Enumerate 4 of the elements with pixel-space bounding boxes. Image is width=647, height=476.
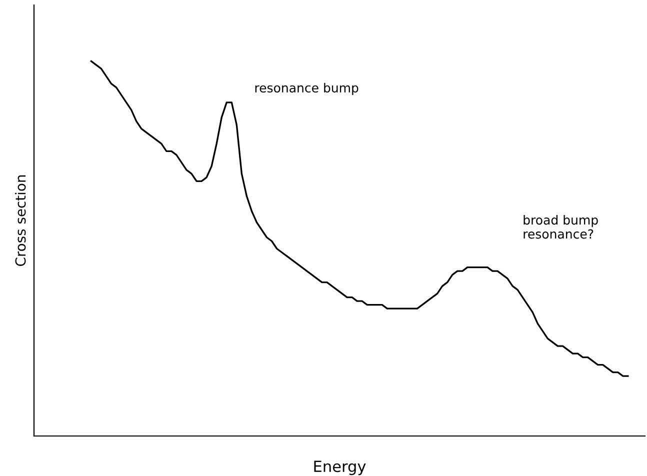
x-axis-title: Energy xyxy=(314,460,366,476)
y-axis-title: Cross section xyxy=(15,175,26,266)
annotation: resonance bump xyxy=(255,82,358,95)
annotation: broad bump resonance? xyxy=(524,215,598,239)
